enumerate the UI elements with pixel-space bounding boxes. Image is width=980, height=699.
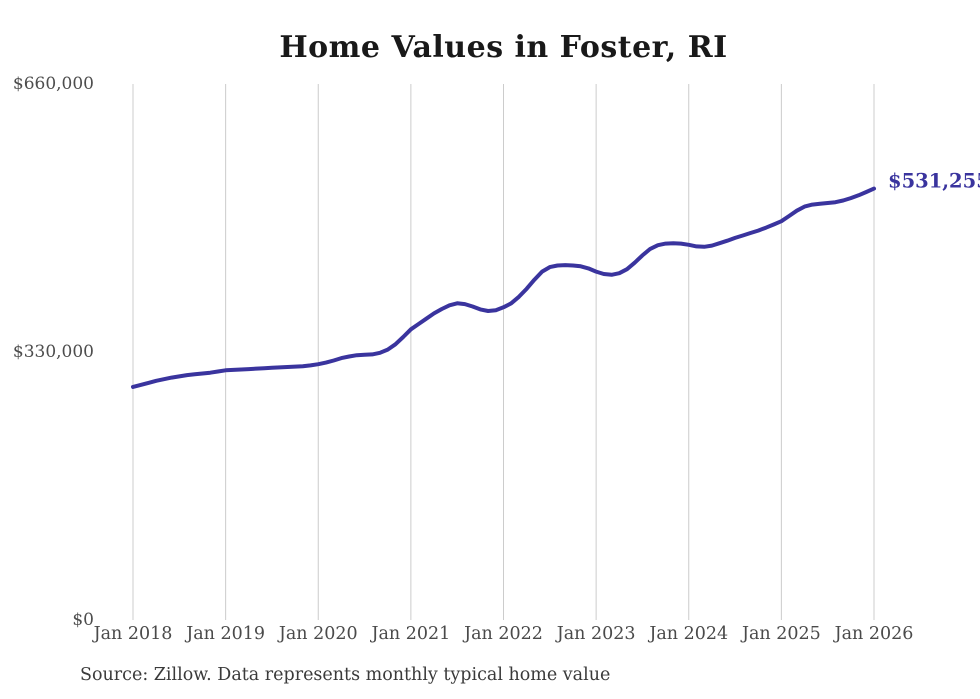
home-value-line bbox=[131, 186, 876, 389]
x-tick-label: Jan 2021 bbox=[371, 624, 451, 644]
chart-title: Home Values in Foster, RI bbox=[279, 30, 728, 65]
y-tick-label: $330,000 bbox=[12, 342, 94, 362]
x-tick-label: Jan 2018 bbox=[93, 624, 173, 644]
x-tick-label: Jan 2025 bbox=[741, 624, 821, 644]
vertical-gridlines bbox=[132, 84, 875, 620]
x-tick-label: Jan 2023 bbox=[556, 624, 636, 644]
y-tick-label: $0 bbox=[72, 610, 94, 630]
x-tick-label: Jan 2024 bbox=[649, 624, 729, 644]
y-tick-label: $660,000 bbox=[12, 74, 94, 94]
x-tick-label: Jan 2022 bbox=[464, 624, 543, 644]
home-value-line-series bbox=[131, 186, 876, 389]
x-tick-label: Jan 2026 bbox=[834, 624, 914, 644]
x-tick-label: Jan 2019 bbox=[186, 624, 266, 644]
x-tick-label: Jan 2020 bbox=[278, 624, 358, 644]
source-note: Source: Zillow. Data represents monthly … bbox=[80, 665, 611, 685]
latest-value-label: $531,255 bbox=[888, 169, 980, 193]
